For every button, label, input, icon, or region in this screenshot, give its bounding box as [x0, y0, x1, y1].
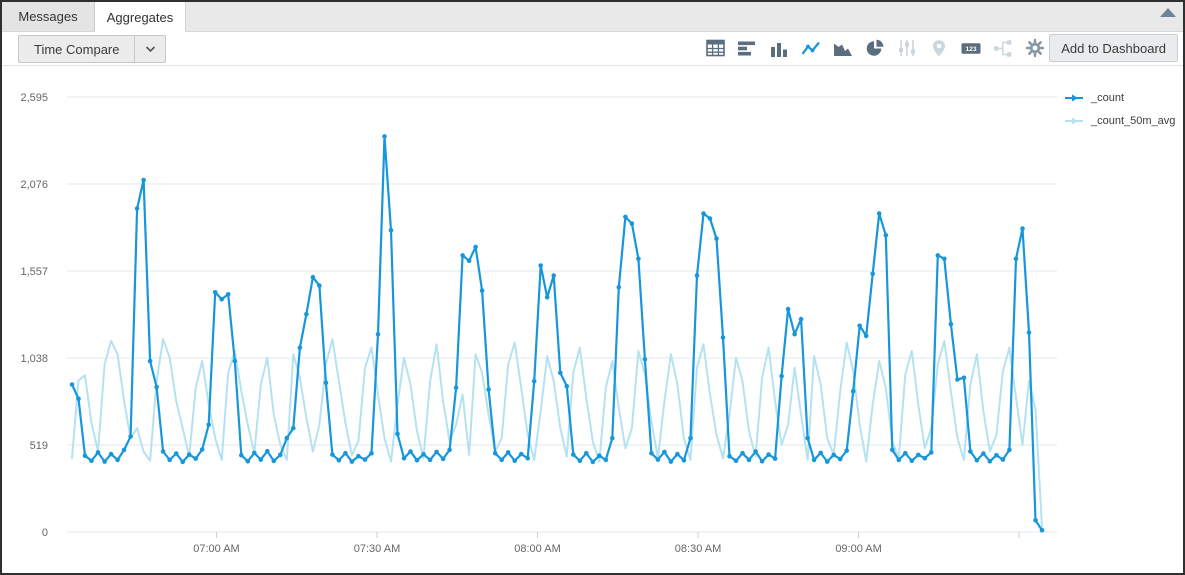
time-compare-label: Time Compare [34, 41, 120, 57]
single-value-icon[interactable]: 123 [961, 38, 981, 58]
svg-text:07:00 AM: 07:00 AM [193, 543, 239, 555]
time-compare-button[interactable]: Time Compare [18, 35, 167, 63]
chart-plot[interactable]: 2,595 2,076 1,557 1,038 519 0 07:00 AM 07:30 AM… [2, 65, 1183, 573]
tab-messages-label: Messages [18, 9, 78, 24]
svg-text:2,595: 2,595 [20, 92, 48, 104]
button-divider [134, 36, 136, 62]
bar-chart-horizontal-icon[interactable] [737, 38, 757, 58]
scroll-up-icon[interactable] [1160, 8, 1176, 17]
count-series-swatch [1065, 94, 1083, 102]
svg-text:123: 123 [965, 46, 976, 53]
tab-messages[interactable]: Messages [2, 2, 95, 31]
tab-bar: Messages Aggregates [2, 2, 1183, 32]
svg-text:0: 0 [42, 527, 48, 539]
chevron-down-icon[interactable] [135, 45, 165, 53]
map-pin-icon[interactable] [929, 38, 949, 58]
sliders-icon[interactable] [897, 38, 917, 58]
chart-panel: 2,595 2,076 1,557 1,038 519 0 07:00 AM 07:30 AM… [2, 65, 1183, 573]
area-chart-icon[interactable] [833, 38, 853, 58]
svg-text:519: 519 [30, 440, 48, 452]
column-chart-icon[interactable] [769, 38, 789, 58]
tab-aggregates[interactable]: Aggregates [95, 2, 186, 32]
legend-item-count-50m-avg[interactable]: _count_50m_avg [1065, 115, 1175, 127]
legend-item-count[interactable]: _count [1065, 92, 1175, 104]
add-to-dashboard-label: Add to Dashboard [1061, 40, 1166, 56]
avg-series-swatch [1065, 117, 1083, 125]
svg-text:09:00 AM: 09:00 AM [835, 543, 881, 555]
tab-aggregates-label: Aggregates [106, 9, 174, 25]
toolbar: Time Compare [2, 32, 1183, 66]
svg-text:07:30 AM: 07:30 AM [354, 543, 400, 555]
svg-text:2,076: 2,076 [20, 179, 48, 191]
node-graph-icon[interactable] [993, 38, 1013, 58]
line-chart-icon[interactable] [801, 38, 821, 58]
settings-gear-icon[interactable] [1025, 38, 1045, 58]
add-to-dashboard-button[interactable]: Add to Dashboard [1049, 34, 1178, 62]
svg-text:08:30 AM: 08:30 AM [675, 543, 721, 555]
chart-type-toolbar: 123 [705, 38, 1045, 58]
legend-label-count: _count [1091, 92, 1125, 104]
svg-text:1,557: 1,557 [20, 266, 48, 278]
svg-text:08:00 AM: 08:00 AM [514, 543, 560, 555]
table-icon[interactable] [705, 38, 725, 58]
pie-chart-icon[interactable] [865, 38, 885, 58]
legend-label-count-50m-avg: _count_50m_avg [1091, 115, 1176, 127]
chart-legend: _count _count_50m_avg [1065, 92, 1175, 138]
svg-text:1,038: 1,038 [20, 353, 48, 365]
